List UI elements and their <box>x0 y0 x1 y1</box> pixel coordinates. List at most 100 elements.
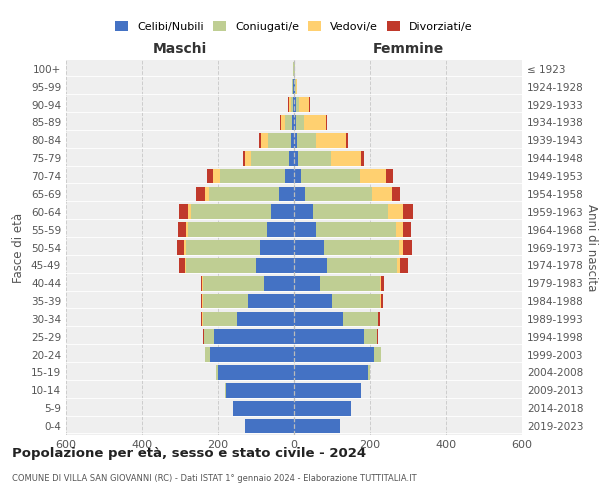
Bar <box>178 222 186 237</box>
Bar <box>191 204 271 219</box>
Text: Femmine: Femmine <box>373 42 443 56</box>
Bar <box>214 330 294 344</box>
Bar <box>299 98 309 112</box>
Bar <box>188 204 191 219</box>
Bar <box>203 276 263 290</box>
Bar <box>292 80 293 94</box>
Bar <box>268 133 291 148</box>
Bar <box>382 276 385 290</box>
Bar <box>294 365 368 380</box>
Bar <box>323 240 399 255</box>
Bar <box>196 186 205 201</box>
Bar <box>294 330 364 344</box>
Text: Popolazione per età, sesso e stato civile - 2024: Popolazione per età, sesso e stato civil… <box>12 448 366 460</box>
Bar <box>296 115 304 130</box>
Bar <box>397 258 400 272</box>
Bar <box>388 204 403 219</box>
Bar <box>294 294 332 308</box>
Bar <box>184 240 186 255</box>
Bar <box>403 240 412 255</box>
Bar <box>379 312 380 326</box>
Bar <box>294 383 361 398</box>
Bar <box>259 133 262 148</box>
Bar <box>186 240 260 255</box>
Bar <box>208 168 213 184</box>
Bar <box>360 168 386 184</box>
Bar <box>294 151 298 166</box>
Bar <box>279 186 294 201</box>
Bar <box>179 204 188 219</box>
Bar <box>233 401 294 415</box>
Bar <box>226 383 294 398</box>
Bar <box>280 115 281 130</box>
Bar <box>285 115 292 130</box>
Bar <box>248 294 294 308</box>
Bar <box>403 222 411 237</box>
Bar <box>179 258 185 272</box>
Bar <box>186 258 256 272</box>
Bar <box>346 133 348 148</box>
Bar <box>205 348 211 362</box>
Bar <box>268 222 294 237</box>
Bar <box>293 98 294 112</box>
Bar <box>218 365 294 380</box>
Bar <box>186 222 188 237</box>
Bar <box>364 330 377 344</box>
Bar <box>309 98 310 112</box>
Bar <box>294 98 296 112</box>
Bar <box>262 133 268 148</box>
Bar <box>400 258 408 272</box>
Bar <box>326 115 328 130</box>
Bar <box>294 419 340 434</box>
Bar <box>242 151 245 166</box>
Bar <box>217 365 218 380</box>
Bar <box>205 186 209 201</box>
Bar <box>203 294 248 308</box>
Bar <box>343 312 377 326</box>
Bar <box>294 258 328 272</box>
Bar <box>332 294 380 308</box>
Bar <box>260 240 294 255</box>
Bar <box>291 133 294 148</box>
Bar <box>185 258 186 272</box>
Bar <box>294 276 320 290</box>
Bar <box>380 276 382 290</box>
Bar <box>271 204 294 219</box>
Bar <box>289 151 294 166</box>
Bar <box>380 294 383 308</box>
Bar <box>294 133 296 148</box>
Bar <box>176 240 184 255</box>
Bar <box>245 419 294 434</box>
Bar <box>301 168 360 184</box>
Bar <box>203 330 214 344</box>
Bar <box>305 186 372 201</box>
Bar <box>237 312 294 326</box>
Bar <box>284 168 294 184</box>
Bar <box>361 151 364 166</box>
Bar <box>203 312 237 326</box>
Bar <box>245 151 251 166</box>
Bar <box>251 151 289 166</box>
Bar <box>281 115 285 130</box>
Bar <box>294 115 296 130</box>
Bar <box>296 98 299 112</box>
Bar <box>386 168 393 184</box>
Bar <box>295 80 296 94</box>
Bar <box>293 80 294 94</box>
Bar <box>298 151 331 166</box>
Text: COMUNE DI VILLA SAN GIOVANNI (RC) - Dati ISTAT 1° gennaio 2024 - Elaborazione TU: COMUNE DI VILLA SAN GIOVANNI (RC) - Dati… <box>12 474 416 483</box>
Bar <box>188 222 268 237</box>
Bar <box>263 276 294 290</box>
Y-axis label: Anni di nascita: Anni di nascita <box>584 204 598 291</box>
Bar <box>313 204 388 219</box>
Bar <box>368 365 370 380</box>
Bar <box>294 312 343 326</box>
Bar <box>304 115 326 130</box>
Bar <box>294 168 301 184</box>
Bar <box>294 186 305 201</box>
Bar <box>294 222 316 237</box>
Y-axis label: Fasce di età: Fasce di età <box>13 212 25 282</box>
Bar <box>328 258 397 272</box>
Bar <box>294 348 374 362</box>
Bar <box>403 204 413 219</box>
